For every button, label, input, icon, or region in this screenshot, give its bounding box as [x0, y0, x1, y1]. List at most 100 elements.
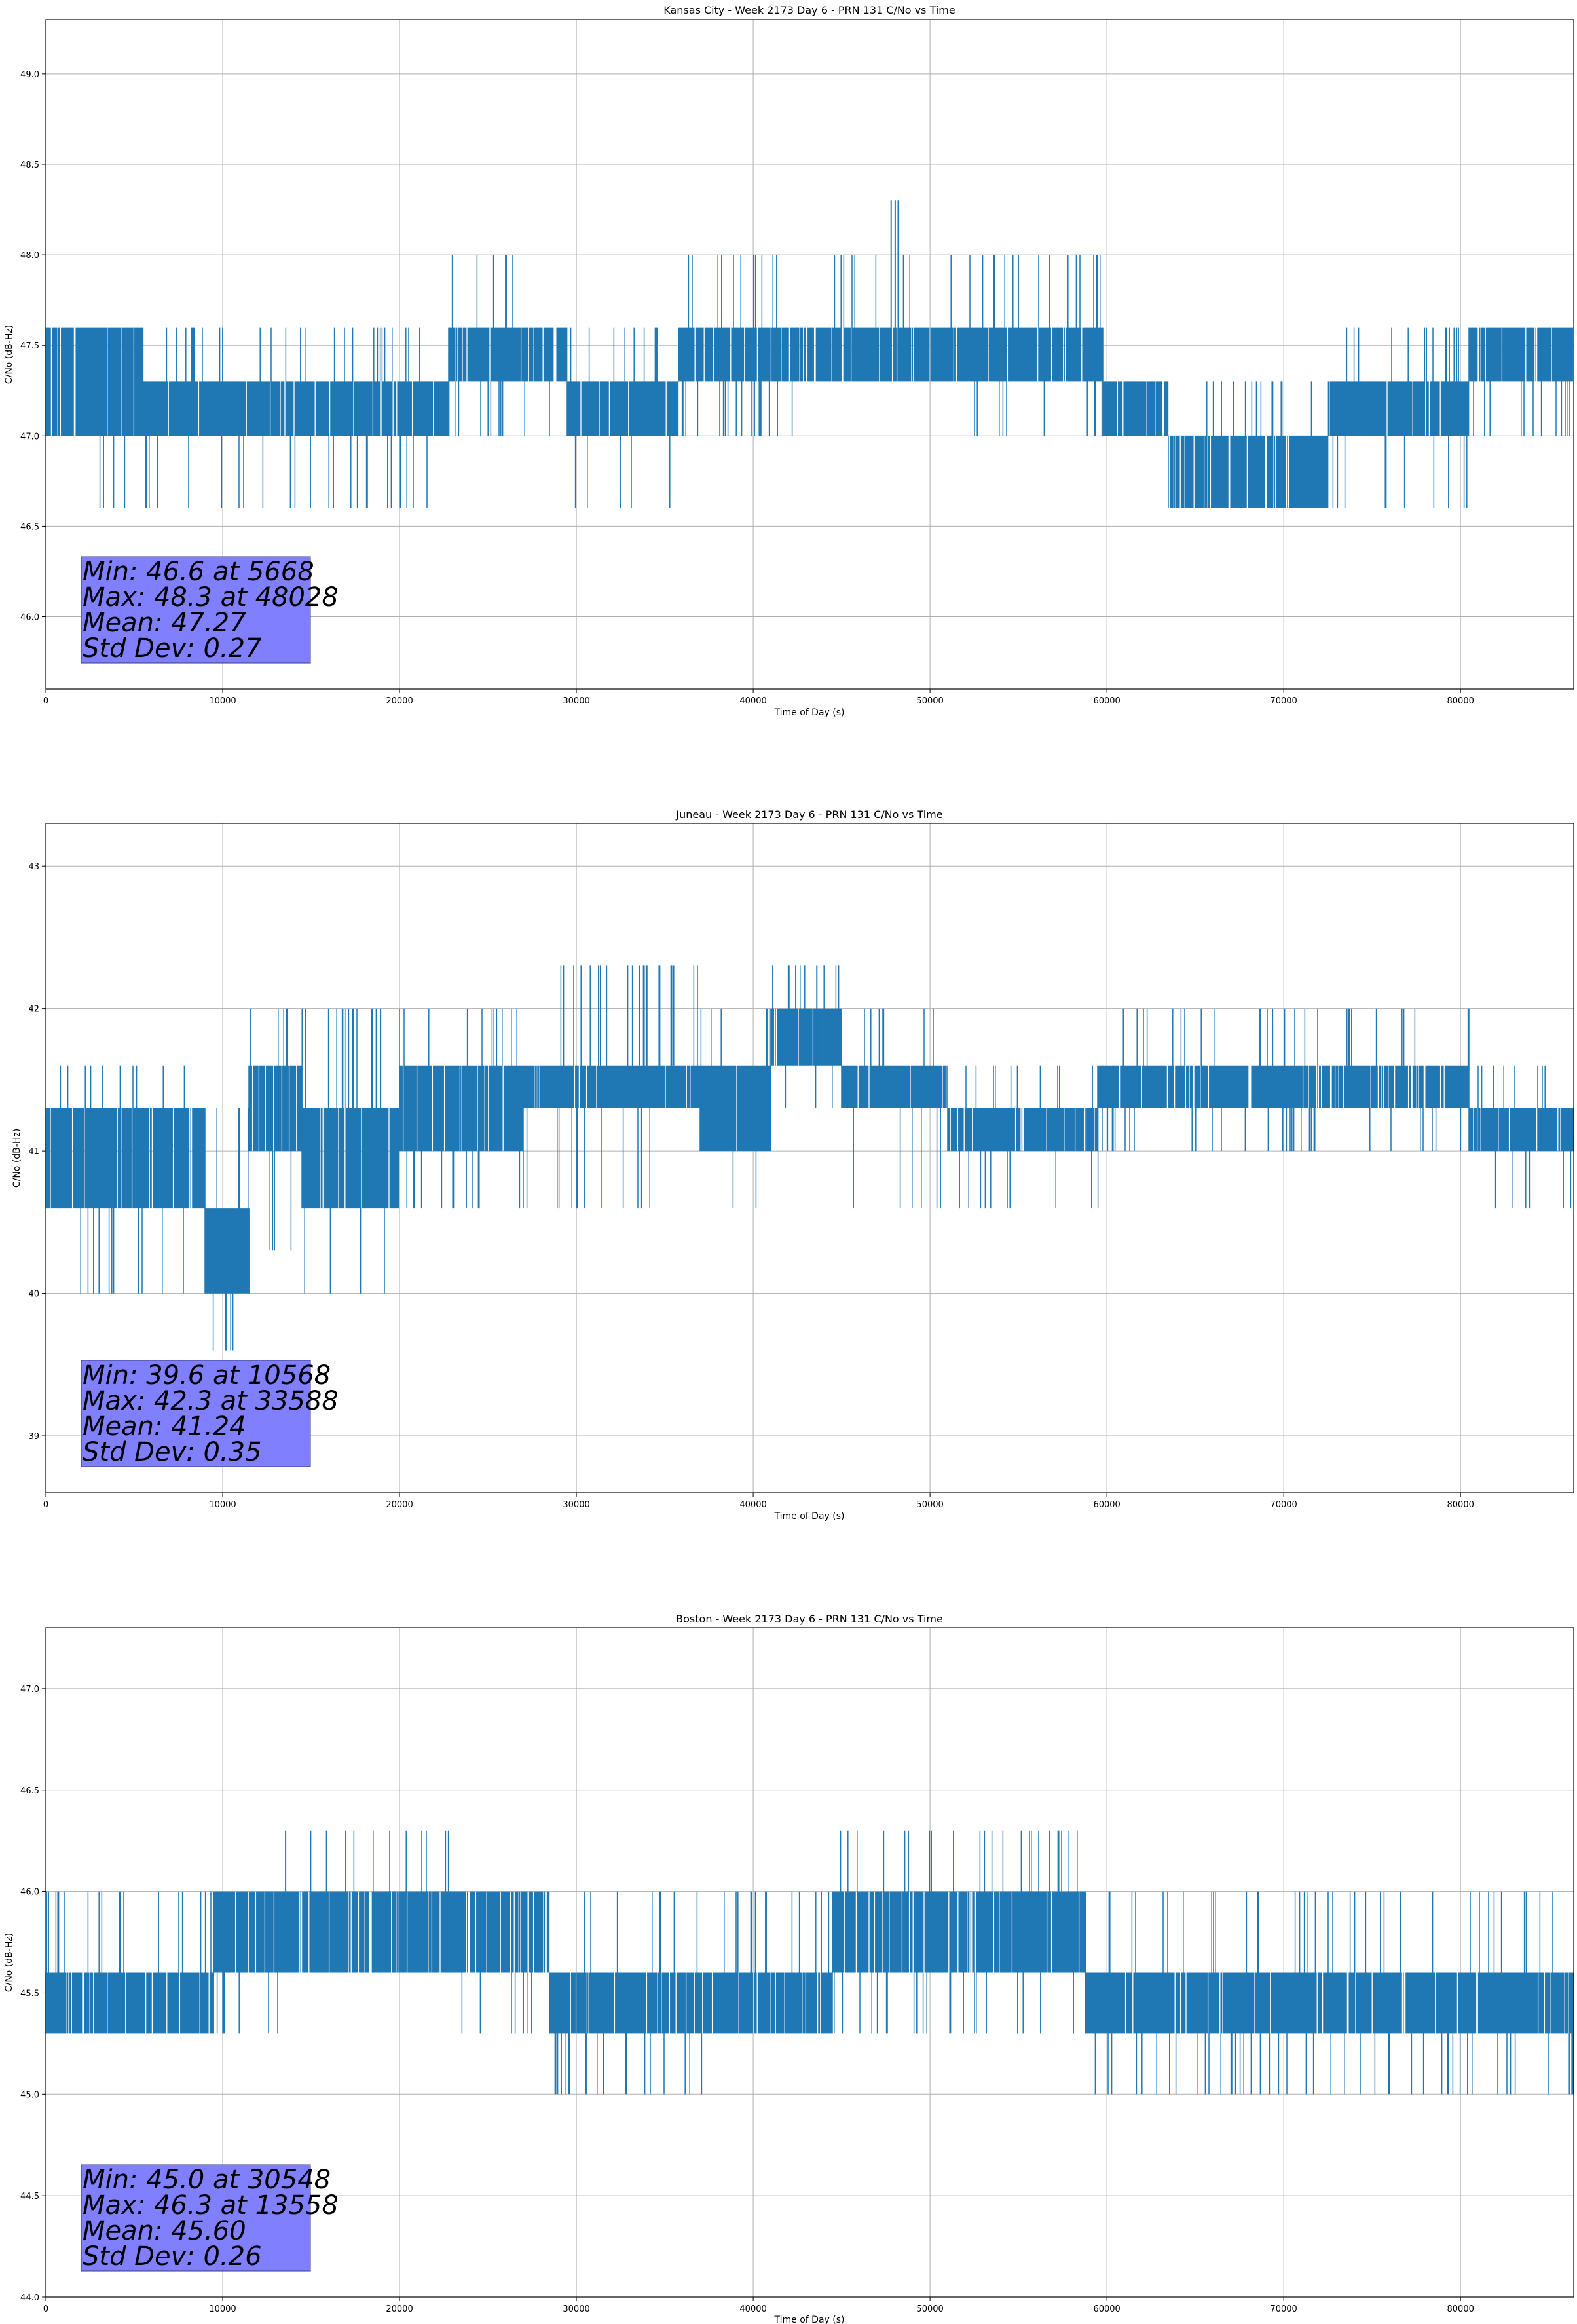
series-segment — [1102, 381, 1169, 436]
series-segment — [1168, 381, 1329, 508]
y-axis-label: C/No (dB-Hz) — [4, 325, 14, 384]
y-tick-label: 46.0 — [20, 1888, 39, 1898]
x-tick-label: 40000 — [739, 2304, 766, 2314]
y-tick-label: 39 — [28, 1432, 39, 1442]
stats-min: Min: 46.6 at 5668 — [83, 557, 314, 587]
chart-title: Juneau - Week 2173 Day 6 - PRN 131 C/No … — [675, 808, 942, 821]
x-tick-label: 40000 — [739, 1500, 766, 1510]
series-segment — [1468, 1065, 1574, 1209]
y-axis-label: C/No (dB-Hz) — [12, 1129, 22, 1188]
x-axis-label: Time of Day (s) — [774, 707, 845, 718]
y-tick-label: 46.5 — [20, 1786, 39, 1796]
boston-chart: 0 10000 20000 30000 40000 50000 60000 70000 8000… — [4, 1613, 1574, 2324]
series-segment — [448, 255, 527, 436]
x-tick-label: 70000 — [1270, 696, 1297, 706]
series-segment — [1468, 327, 1573, 436]
grid: 0 10000 20000 30000 40000 50000 60000 70000 8000… — [20, 20, 1574, 706]
x-tick-label: 50000 — [916, 696, 943, 706]
x-tick-label: 30000 — [563, 696, 589, 706]
stats-std-dev: Std Dev: 0.27 — [83, 633, 262, 664]
chart-title: Boston - Week 2173 Day 6 - PRN 131 C/No … — [676, 1613, 943, 1625]
y-tick-label: 47.0 — [20, 1685, 39, 1695]
y-tick-label: 46.0 — [20, 613, 39, 623]
y-tick-label: 42 — [28, 1005, 39, 1015]
series-segment — [549, 1891, 709, 2095]
y-tick-label: 44.5 — [20, 2192, 39, 2202]
x-tick-label: 20000 — [386, 2304, 413, 2314]
x-tick-label: 80000 — [1447, 696, 1474, 706]
series-segment — [1097, 1008, 1470, 1152]
stats-max: Max: 42.3 at 33588 — [83, 1386, 339, 1416]
x-tick-label: 60000 — [1093, 696, 1120, 706]
series-segment — [832, 1830, 1086, 2034]
x-tick-label: 10000 — [209, 696, 236, 706]
stats-box: Min: 46.6 at 5668 Max: 48.3 at 48028 Mea… — [81, 556, 339, 664]
x-tick-label: 0 — [43, 696, 48, 706]
stats-mean: Mean: 47.27 — [83, 608, 246, 638]
y-tick-label: 48.5 — [20, 160, 39, 170]
series-segment — [699, 1008, 771, 1209]
stats-min: Min: 45.0 at 30548 — [83, 2165, 331, 2195]
y-tick-label: 41 — [28, 1147, 39, 1157]
plot-frame — [45, 823, 1574, 1493]
kansas-city-chart: 0 10000 20000 30000 40000 50000 60000 70000 8000… — [4, 4, 1574, 718]
series-segment — [213, 1891, 285, 2034]
y-tick-label: 49.0 — [20, 70, 39, 80]
stats-box: Min: 39.6 at 10568 Max: 42.3 at 33588 Me… — [81, 1360, 339, 1467]
plot-frame — [45, 19, 1574, 690]
x-tick-label: 70000 — [1270, 1500, 1297, 1510]
stats-std-dev: Std Dev: 0.35 — [83, 1437, 262, 1467]
stats-box-background — [81, 556, 311, 664]
x-tick-label: 30000 — [563, 1500, 589, 1510]
stats-box: Min: 45.0 at 30548 Max: 46.3 at 13558 Me… — [81, 2164, 339, 2272]
y-tick-label: 43 — [28, 862, 39, 872]
x-tick-label: 80000 — [1447, 2304, 1474, 2314]
x-tick-label: 0 — [43, 2304, 48, 2314]
x-axis-label: Time of Day (s) — [774, 1511, 845, 1522]
stats-box-background — [81, 1360, 311, 1467]
chart-title: Kansas City - Week 2173 Day 6 - PRN 131 … — [663, 4, 955, 16]
series-segment — [284, 1830, 462, 1973]
series-segment — [399, 1008, 523, 1209]
y-tick-label: 46.5 — [20, 522, 39, 532]
x-tick-label: 60000 — [1093, 2304, 1120, 2314]
x-tick-label: 20000 — [386, 1500, 413, 1510]
stats-max: Max: 48.3 at 48028 — [83, 582, 339, 612]
x-tick-label: 50000 — [916, 2304, 943, 2314]
stats-box-background — [81, 2164, 311, 2272]
series-segment — [204, 1108, 250, 1351]
x-tick-label: 30000 — [563, 2304, 589, 2314]
x-tick-label: 60000 — [1093, 1500, 1120, 1510]
x-tick-label: 70000 — [1270, 2304, 1297, 2314]
series-segment — [1327, 327, 1470, 508]
y-tick-label: 44.0 — [20, 2293, 39, 2303]
series-segment — [796, 255, 965, 382]
plot-frame — [45, 1627, 1574, 2298]
juneau-chart: 0 10000 20000 30000 40000 50000 60000 70000 8000… — [12, 808, 1574, 1522]
stats-max: Max: 46.3 at 13558 — [83, 2190, 339, 2221]
x-tick-label: 40000 — [739, 696, 766, 706]
x-tick-label: 10000 — [209, 1500, 236, 1510]
series-segment — [965, 255, 1104, 436]
x-tick-label: 0 — [43, 1500, 48, 1510]
x-tick-label: 50000 — [916, 1500, 943, 1510]
y-tick-label: 47.5 — [20, 341, 39, 351]
y-tick-label: 45.0 — [20, 2090, 39, 2100]
series-segment — [1085, 1891, 1574, 2095]
series-segment — [841, 1008, 948, 1209]
x-tick-label: 20000 — [386, 696, 413, 706]
x-tick-label: 80000 — [1447, 1500, 1474, 1510]
stats-mean: Mean: 41.24 — [83, 1412, 246, 1442]
y-tick-label: 47.0 — [20, 432, 39, 441]
grid: 0 10000 20000 30000 40000 50000 60000 70000 8000… — [28, 823, 1574, 1510]
y-tick-label: 45.5 — [20, 1989, 39, 1998]
y-axis-label: C/No (dB-Hz) — [4, 1933, 14, 1992]
y-tick-label: 40 — [28, 1290, 39, 1300]
stats-mean: Mean: 45.60 — [83, 2216, 246, 2246]
series-segment — [708, 1891, 833, 2034]
series-segment — [770, 965, 842, 1108]
data-series — [45, 1830, 1574, 2095]
series-segment — [523, 965, 700, 1209]
stats-std-dev: Std Dev: 0.26 — [83, 2241, 262, 2272]
